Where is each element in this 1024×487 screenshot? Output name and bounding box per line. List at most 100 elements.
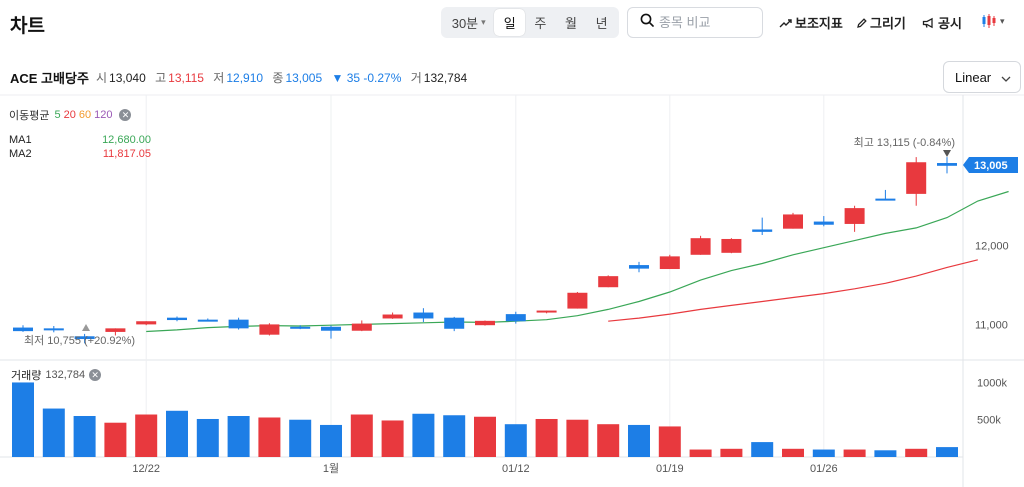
volume-bar [73, 416, 96, 457]
volume-bar [474, 416, 496, 457]
candle [752, 217, 773, 236]
candle-body [197, 319, 218, 322]
notice-button[interactable]: 공시 [922, 13, 962, 32]
volume-label: 거 [410, 71, 422, 85]
candle [629, 261, 649, 273]
candle [475, 320, 495, 326]
volume-bar [504, 424, 527, 457]
ma-title: 이동평균 [9, 110, 50, 122]
time-tick-label: 01/26 [810, 463, 838, 475]
candle [290, 325, 311, 330]
volume-legend-value: 132,784 [45, 369, 86, 381]
chevron-down-icon: ▾ [1000, 15, 1005, 26]
candle [13, 325, 33, 332]
ma1-row: MA1 12,680.00 [9, 134, 151, 146]
candle-body [659, 256, 680, 270]
chart-type-dropdown[interactable]: ▾ [981, 13, 1005, 29]
volume-legend: 거래량 132,784 ✕ [11, 367, 102, 383]
volume-bar [812, 449, 835, 457]
close-label: 종 [272, 71, 284, 85]
ma-period-5: 5 [54, 109, 61, 121]
high-value: 13,115 [168, 71, 204, 85]
candle-body [13, 327, 33, 332]
tab-year[interactable]: 년 [595, 16, 608, 31]
volume-close-icon[interactable]: ✕ [89, 369, 102, 381]
candle-body [690, 238, 711, 255]
volume-bar [535, 418, 558, 457]
candle [875, 189, 896, 201]
candle [43, 325, 64, 333]
tab-week[interactable]: 주 [534, 16, 547, 31]
ma2-line [608, 259, 978, 322]
chevron-down-icon [1001, 70, 1011, 85]
time-tick-label: 12/22 [132, 463, 160, 475]
indicator-button[interactable]: 보조지표 [779, 13, 843, 32]
candle-body [167, 317, 187, 321]
time-tick-label: 01/12 [502, 463, 530, 475]
candle-body [875, 198, 896, 201]
candle-body [136, 321, 157, 325]
compare-search[interactable] [627, 7, 763, 38]
high-marker-icon [943, 150, 951, 157]
compare-search-input[interactable] [659, 15, 759, 30]
candle-body [382, 314, 403, 319]
search-icon [640, 13, 654, 32]
candle-body [321, 326, 341, 331]
volume-bar [905, 448, 928, 457]
volume-bar [751, 442, 774, 457]
trend-chart-icon [779, 17, 792, 29]
ma-period-20: 20 [63, 109, 76, 121]
page-title: 차트 [10, 16, 45, 37]
candle [690, 235, 711, 255]
open-label: 시 [96, 71, 108, 85]
volume-bar [720, 448, 743, 457]
interval-dropdown[interactable]: 30분 ▾ [443, 9, 494, 36]
ma1-name: MA1 [9, 134, 32, 146]
volume-bar [196, 418, 219, 457]
candle [567, 291, 588, 309]
tab-day[interactable]: 일 [494, 9, 526, 36]
tab-month[interactable]: 월 [565, 16, 577, 31]
volume-bar [689, 449, 712, 457]
ma1-line [146, 190, 1009, 333]
candle-body [351, 323, 372, 331]
volume-legend-title: 거래량 [11, 370, 42, 382]
volume-bar [166, 410, 188, 457]
time-tick-label: 1월 [323, 462, 339, 475]
scale-label: Linear [955, 69, 992, 85]
candle [197, 318, 218, 322]
ma2-value: 11,817.05 [102, 148, 151, 160]
change-value: ▼ 35 -0.27% [331, 71, 402, 85]
candle [321, 325, 341, 339]
candle [536, 310, 557, 314]
volume-bar [566, 419, 589, 457]
close-value: 13,005 [285, 71, 323, 85]
candlestick-icon [981, 13, 997, 29]
volume-bar [874, 450, 897, 457]
volume-bar [320, 424, 342, 457]
period-selector: 30분 ▾ 일 주 월 년 [441, 7, 619, 38]
draw-label: 그리기 [870, 16, 906, 31]
low-marker-icon [82, 324, 90, 331]
volume-bar [42, 408, 65, 457]
candle-body [813, 221, 834, 225]
candle-body [505, 314, 526, 322]
ma2-name: MA2 [9, 148, 32, 160]
stock-name: ACE 고배당주 [10, 71, 89, 86]
candle-body [43, 328, 64, 331]
scale-dropdown[interactable]: Linear [943, 61, 1021, 93]
candle-body [721, 238, 742, 253]
notice-label: 공시 [938, 16, 962, 31]
volume-bar [412, 413, 435, 457]
top-bar: 차트 30분 ▾ 일 주 월 년 보조지표 그리기 공시 [0, 0, 1024, 46]
candle-body [290, 326, 311, 329]
draw-button[interactable]: 그리기 [856, 13, 906, 32]
candle-body [906, 162, 927, 194]
volume-bar [381, 420, 404, 457]
volume-bar [227, 416, 250, 457]
ma-close-icon[interactable]: ✕ [119, 109, 132, 121]
low-value: 12,910 [226, 71, 264, 85]
candle-body [444, 317, 465, 329]
candle [444, 316, 465, 332]
